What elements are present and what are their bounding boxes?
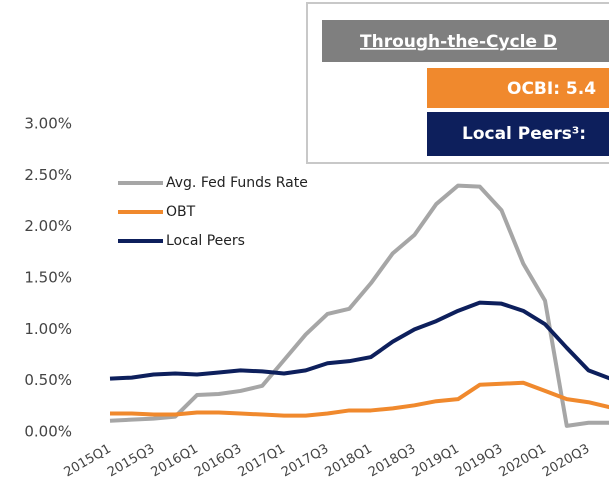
series-line	[110, 380, 609, 418]
annotation-text: Through-the-Cycle D	[360, 32, 557, 52]
series-line	[109, 183, 609, 428]
y-tick-label: 1.50%	[24, 269, 72, 287]
annotation-text: Local Peers³:	[462, 124, 586, 144]
x-tick-label: 2016Q1	[149, 442, 201, 481]
annotation-text: OCBI: 5.4	[507, 79, 596, 99]
x-tick-label: 2020Q1	[497, 442, 549, 481]
y-tick-label: 0.50%	[24, 371, 72, 389]
x-tick-label: 2019Q3	[453, 442, 505, 481]
y-tick-label: 3.00%	[24, 115, 72, 133]
y-tick-label: 2.50%	[24, 166, 72, 184]
x-tick-label: 2017Q3	[279, 442, 331, 481]
series-line	[109, 300, 609, 381]
y-tick-label: 2.00%	[24, 217, 72, 235]
x-tick-label: 2020Q3	[540, 442, 592, 481]
y-tick-label: 1.00%	[24, 320, 72, 338]
y-tick-label: 0.00%	[24, 423, 72, 441]
x-tick-label: 2019Q1	[410, 442, 462, 481]
legend-label: Avg. Fed Funds Rate	[166, 175, 308, 191]
x-tick-label: 2018Q1	[323, 442, 375, 481]
x-tick-label: 2015Q3	[105, 442, 157, 481]
annotation-bar	[322, 20, 609, 62]
annotation-bar	[427, 112, 609, 156]
legend-label: OBT	[166, 204, 196, 220]
x-tick-label: 2017Q1	[236, 442, 288, 481]
annotation-bar	[427, 68, 609, 108]
x-tick-label: 2015Q1	[62, 442, 114, 481]
legend-label: Local Peers	[166, 233, 245, 249]
x-tick-label: 2016Q3	[192, 442, 244, 481]
x-tick-label: 2018Q3	[366, 442, 418, 481]
